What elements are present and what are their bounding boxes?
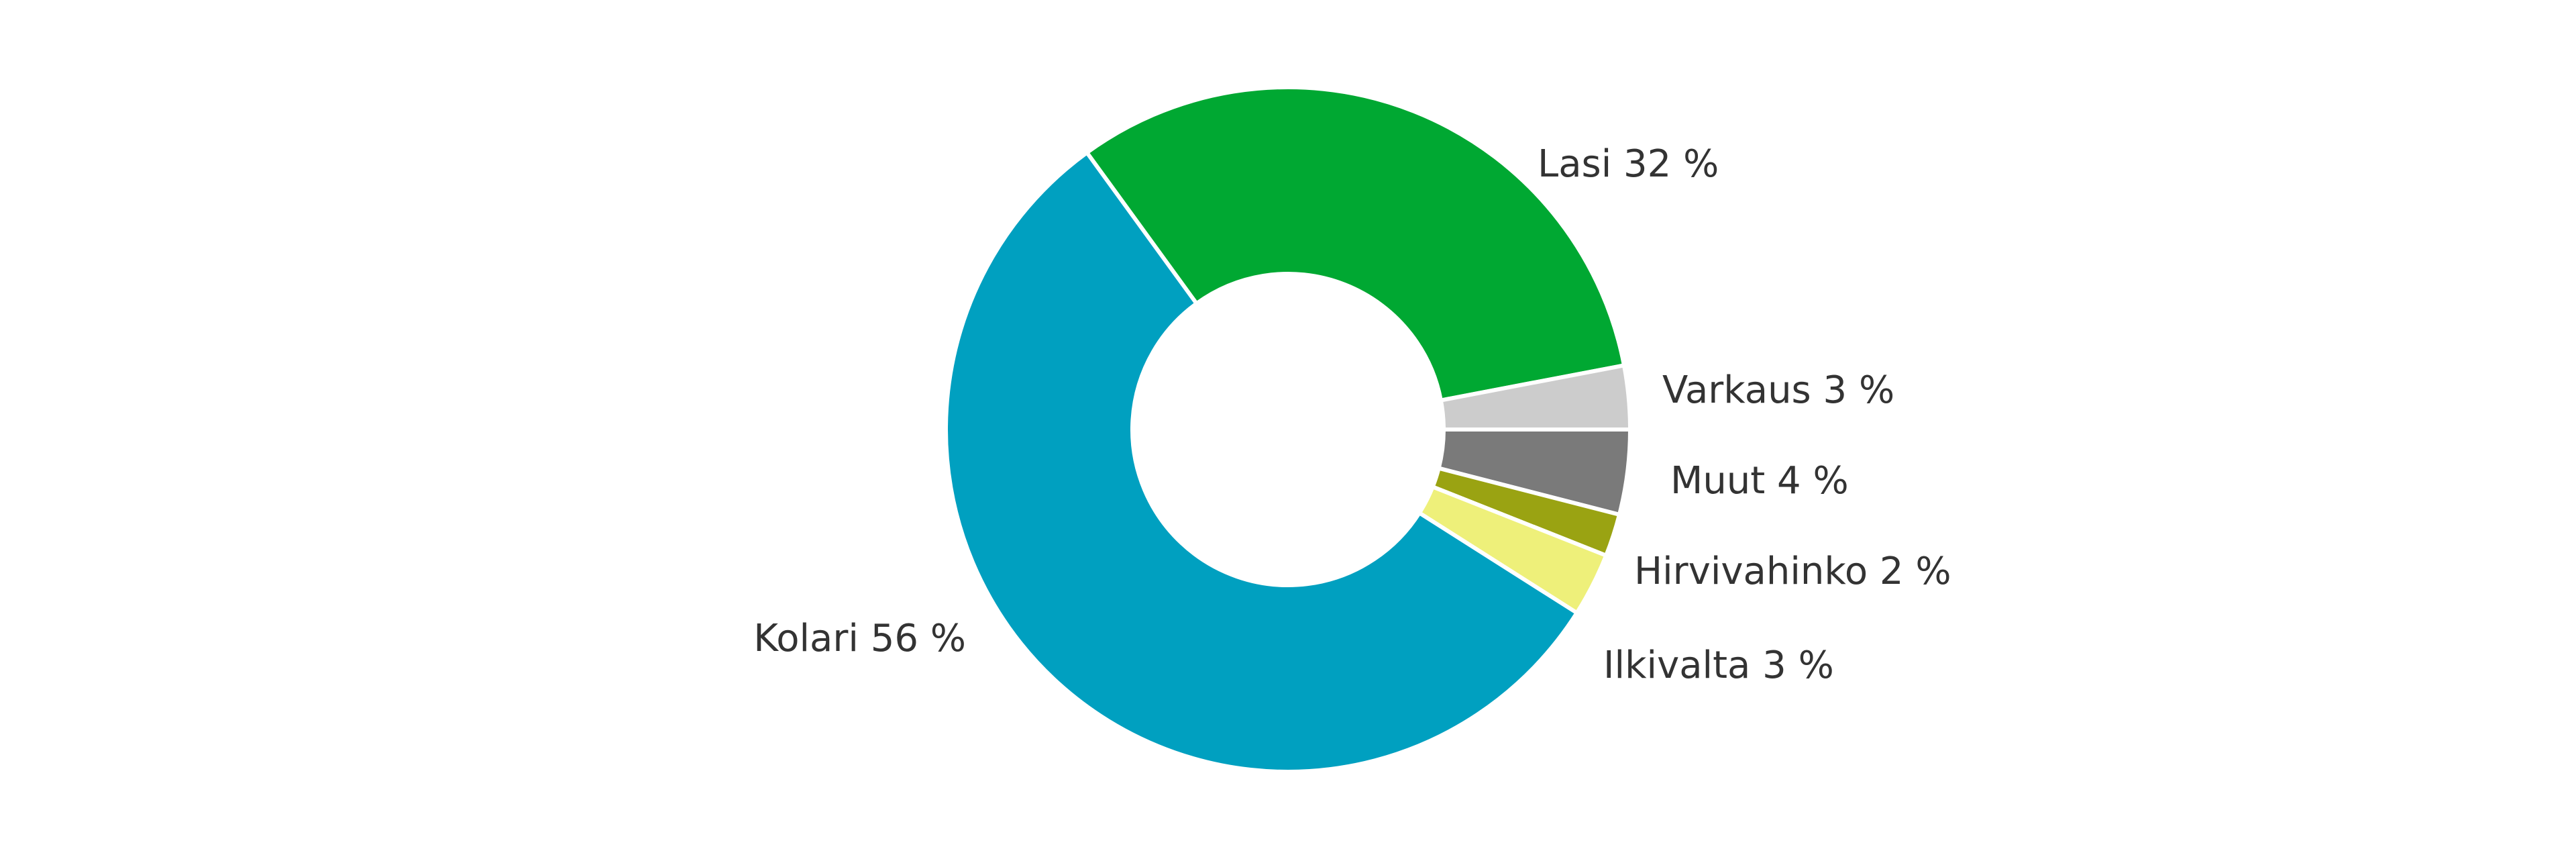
slice-label-0: Lasi 32 % — [1538, 142, 1719, 186]
slice-label-5: Kolari 56 % — [753, 617, 966, 660]
slices-layer — [944, 85, 1632, 774]
labels-layer: Lasi 32 % Varkaus 3 % Muut 4 % Hirvivahinko… — [753, 142, 1951, 687]
donut-slice-5 — [944, 150, 1579, 774]
slice-label-4: Ilkivalta 3 % — [1603, 644, 1834, 687]
slice-label-1: Varkaus 3 % — [1662, 368, 1894, 412]
donut-slice-0 — [1085, 85, 1626, 403]
slice-label-3: Hirvivahinko 2 % — [1634, 550, 1951, 593]
slice-label-2: Muut 4 % — [1670, 459, 1849, 503]
